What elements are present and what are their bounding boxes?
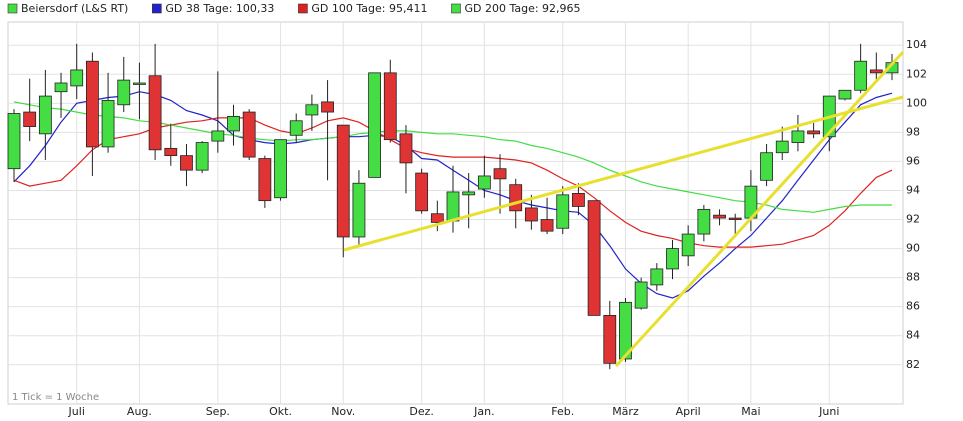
- candle-body: [305, 104, 319, 116]
- candle-body: [133, 82, 146, 85]
- x-tick-label: Jan.: [473, 405, 494, 418]
- legend-label: Beiersdorf (L&S RT): [21, 2, 128, 15]
- x-tick-label: Sep.: [206, 405, 230, 418]
- candle-body: [556, 194, 570, 229]
- candle-body: [619, 301, 632, 360]
- candle-body: [869, 69, 883, 74]
- x-tick-label: Juni: [818, 405, 839, 418]
- candle-body: [634, 281, 648, 309]
- candle-body: [430, 213, 444, 223]
- y-tick-label: 92: [906, 213, 920, 226]
- candle-body: [54, 82, 68, 93]
- candle-body: [415, 172, 429, 212]
- candle-body: [383, 72, 397, 141]
- candle-body: [70, 69, 84, 87]
- legend-swatch: [451, 3, 461, 14]
- y-tick-label: 90: [906, 242, 920, 255]
- candle-body: [85, 60, 99, 148]
- candle-body: [258, 158, 272, 202]
- legend-swatch: [298, 3, 308, 14]
- candle-body: [7, 113, 21, 170]
- legend-swatch: [152, 3, 162, 14]
- candle-body: [368, 72, 382, 178]
- candle-body: [540, 219, 554, 232]
- candle-body: [399, 133, 413, 164]
- candle-body: [477, 175, 491, 190]
- y-tick-label: 102: [906, 67, 927, 80]
- candle-body: [227, 116, 240, 132]
- x-tick-label: März: [612, 405, 639, 418]
- x-tick-label: Dez.: [409, 405, 434, 418]
- candle-body: [195, 142, 209, 171]
- x-tick-label: April: [676, 405, 701, 418]
- legend-swatch: [7, 3, 18, 14]
- y-tick-label: 86: [906, 300, 920, 313]
- x-tick-label: Mai: [741, 405, 760, 418]
- candle-body: [117, 79, 131, 106]
- candle-body: [854, 60, 868, 91]
- y-tick-label: 100: [906, 96, 927, 109]
- candle-body: [242, 111, 256, 158]
- candle-body: [728, 217, 742, 220]
- candle-body: [775, 140, 789, 154]
- candle-body: [274, 139, 287, 199]
- candle-body: [164, 147, 178, 157]
- candle-body: [791, 130, 805, 143]
- x-tick-label: Juli: [68, 405, 85, 418]
- y-tick-label: 104: [906, 38, 927, 51]
- candle-body: [838, 89, 852, 100]
- trend-lines: [343, 50, 905, 368]
- candle-body: [681, 233, 695, 257]
- candle-body: [807, 130, 821, 135]
- candle-body: [666, 248, 679, 270]
- y-tick-label: 94: [906, 183, 920, 196]
- candle-body: [101, 100, 115, 148]
- trend-line: [614, 50, 905, 368]
- candle-body: [38, 95, 52, 135]
- candle-body: [180, 155, 193, 171]
- candle-body: [650, 268, 664, 286]
- candle-body: [148, 75, 162, 151]
- candle-body: [713, 214, 726, 219]
- candle-body: [603, 314, 617, 364]
- y-tick-label: 96: [906, 154, 920, 167]
- candle-body: [572, 192, 585, 207]
- candle-body: [211, 130, 225, 142]
- candle-body: [352, 182, 366, 238]
- legend-label: GD 200 Tage: 92,965: [464, 2, 580, 15]
- candle-body: [760, 152, 773, 181]
- legend-label: GD 38 Tage: 100,33: [165, 2, 274, 15]
- candle-body: [446, 191, 460, 222]
- y-tick-label: 88: [906, 271, 920, 284]
- candle-body: [524, 207, 538, 222]
- x-tick-label: Feb.: [551, 405, 574, 418]
- y-tick-label: 98: [906, 125, 920, 138]
- x-tick-label: Okt.: [269, 405, 292, 418]
- y-tick-label: 84: [906, 329, 920, 342]
- y-tick-label: 82: [906, 358, 920, 371]
- candle-body: [289, 120, 303, 136]
- candle-body: [321, 101, 334, 113]
- candle-body: [697, 208, 711, 235]
- annotation: 1 Tick = 1 Woche: [12, 392, 99, 403]
- candle-body: [23, 111, 37, 127]
- candle-body: [587, 200, 601, 316]
- candle-body: [509, 184, 523, 212]
- legend-label: GD 100 Tage: 95,411: [311, 2, 427, 15]
- candle-body: [336, 124, 350, 238]
- x-tick-label: Nov.: [331, 405, 355, 418]
- trend-line: [343, 95, 904, 252]
- x-tick-label: Aug.: [127, 405, 152, 418]
- candle-body: [462, 191, 476, 196]
- candle-body: [493, 168, 507, 180]
